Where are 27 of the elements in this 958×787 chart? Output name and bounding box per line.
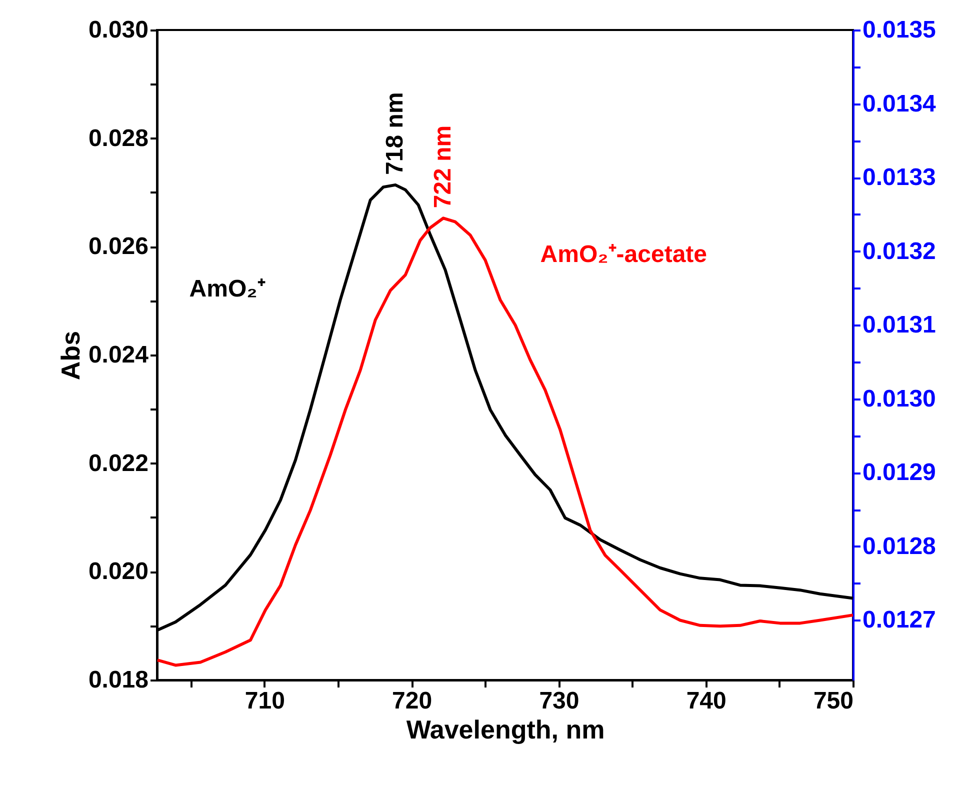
y2-tick-label: 0.0129 [862, 459, 936, 486]
y-tick-label: 0.024 [88, 342, 150, 368]
y-tick-label: 0.028 [88, 124, 148, 152]
y-axis-title: Abs [55, 330, 86, 380]
x-tick-label: 710 [244, 688, 285, 714]
y2-tick-label: 0.0135 [862, 16, 936, 44]
x-tick-label: 720 [392, 688, 432, 714]
y2-tick-label: 0.0133 [862, 164, 936, 192]
y2-tick-label: 0.0131 [862, 312, 936, 339]
annotation: 718 nm [381, 92, 408, 175]
x-tick-label: 740 [686, 688, 726, 714]
x-tick-label: 750 [813, 688, 854, 714]
x-tick-label: 730 [539, 688, 580, 714]
x-axis-title: Wavelength, nm [406, 714, 605, 744]
y-tick-label: 0.018 [88, 666, 148, 694]
y-tick-label: 0.026 [88, 233, 148, 260]
y2-tick-label: 0.0130 [862, 385, 936, 412]
text: AmO₂⁺ [189, 276, 266, 303]
y-tick-label: 0.020 [88, 558, 148, 586]
y-tick-label: 0.030 [88, 16, 148, 44]
annotation: 722 nm [429, 125, 456, 208]
y2-tick-label: 0.0134 [862, 90, 937, 118]
y2-tick-label: 0.0132 [862, 238, 936, 265]
text: AmO₂⁺-acetate [540, 241, 708, 268]
y2-tick-label: 0.0128 [862, 532, 936, 560]
y2-tick-label: 0.0127 [862, 606, 936, 634]
y-tick-label: 0.022 [88, 450, 148, 477]
